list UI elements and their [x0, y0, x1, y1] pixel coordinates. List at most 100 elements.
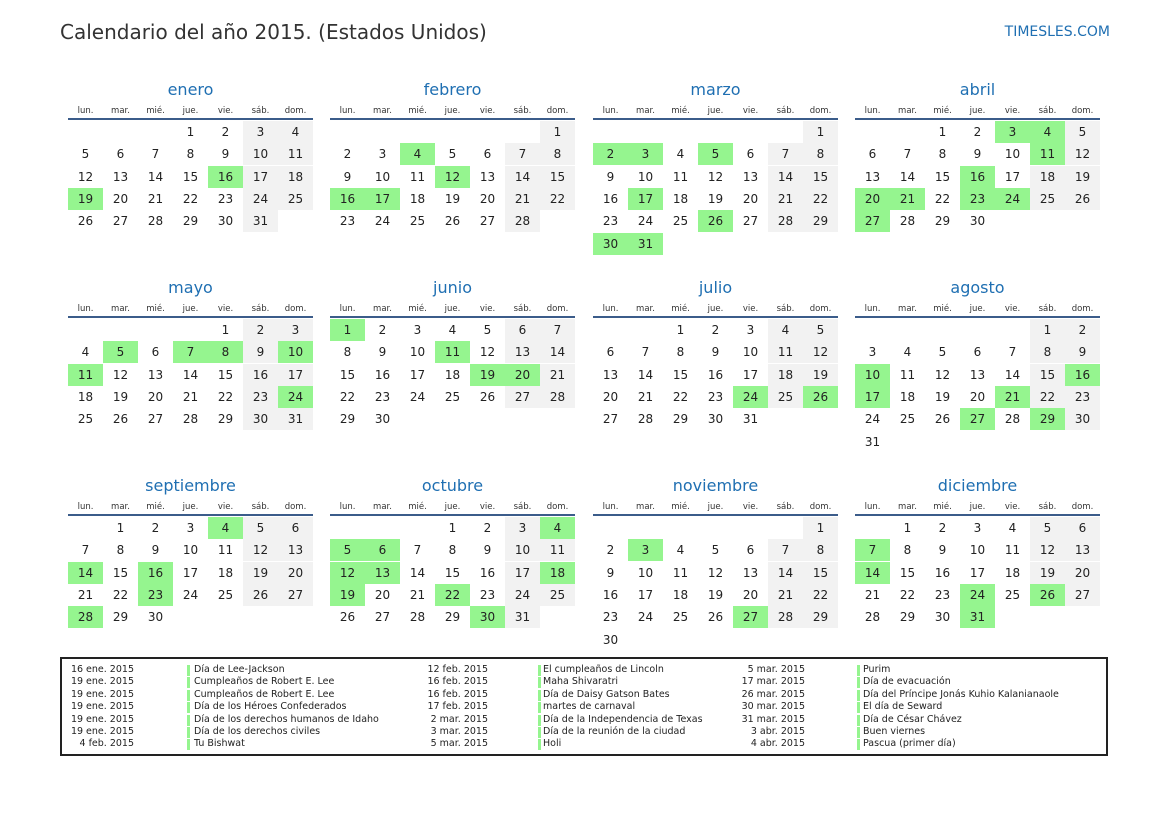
month-rule: [593, 514, 838, 516]
day-header: dom.: [546, 106, 569, 116]
day-cell: 28: [505, 210, 540, 233]
day-cell: 19: [1030, 561, 1065, 584]
day-cell: 22: [112, 587, 129, 602]
day-cell: 15: [217, 367, 234, 382]
day-cell: 31: [742, 412, 759, 427]
holiday-day-cell: 8: [208, 341, 243, 364]
day-cell: 13: [505, 341, 540, 364]
legend-holiday-name: Día de la reunión de la ciudad: [543, 726, 686, 737]
day-cell: 8: [676, 345, 685, 360]
holiday-day-cell: 5: [698, 143, 733, 166]
day-header: mié.: [933, 502, 952, 512]
legend-date: 31 mar. 2015: [741, 713, 805, 725]
legend-date: 5 mar. 2015: [747, 664, 805, 675]
day-cell: 25: [1030, 187, 1065, 210]
month-title: diciembre: [937, 476, 1018, 495]
holiday-day-cell: 28: [68, 606, 103, 629]
day-cell: 5: [711, 543, 720, 558]
day-cell: 4: [676, 147, 685, 162]
day-cell: 15: [182, 169, 199, 184]
holiday-day-cell: 22: [435, 583, 470, 606]
month-title: febrero: [423, 80, 482, 99]
day-cell: 8: [903, 543, 912, 558]
day-cell: 7: [413, 543, 422, 558]
legend-holiday-name: El día de Seward: [863, 701, 943, 713]
day-cell: 17: [278, 363, 313, 386]
site-link[interactable]: TIMESLES.COM: [1004, 24, 1110, 40]
day-cell: 16: [374, 367, 391, 382]
day-header: mié.: [671, 502, 690, 512]
month-title: noviembre: [672, 476, 759, 495]
day-cell: 29: [444, 610, 461, 625]
legend-holiday-name: Maha Shivaratri: [543, 676, 619, 688]
day-cell: 2: [243, 319, 278, 341]
day-cell: 14: [182, 367, 199, 382]
day-cell: 19: [1065, 165, 1100, 188]
day-cell: 13: [969, 367, 986, 382]
day-cell: 20: [742, 191, 759, 206]
day-header: sáb.: [1038, 502, 1057, 512]
holiday-day-cell: 30: [593, 232, 628, 255]
day-cell: 18: [899, 389, 916, 404]
holiday-day-cell: 7: [173, 341, 208, 364]
day-cell: 10: [969, 543, 986, 558]
day-cell: 23: [479, 587, 496, 602]
day-header: sáb.: [251, 502, 270, 512]
day-header: mié.: [408, 106, 427, 116]
holiday-day-cell: 23: [138, 583, 173, 606]
day-cell: 31: [864, 434, 881, 449]
legend-date: 3 mar. 2015: [430, 726, 488, 737]
day-cell: 7: [641, 345, 650, 360]
month-title: marzo: [690, 80, 741, 99]
legend-marker: [538, 727, 541, 738]
day-header: vie.: [479, 502, 496, 512]
page-title: Calendario del año 2015. (Estados Unidos…: [60, 20, 487, 44]
day-header: mar.: [373, 304, 392, 314]
day-cell: 17: [637, 587, 654, 602]
holiday-day-cell: 19: [68, 187, 103, 210]
day-cell: 25: [768, 385, 803, 408]
day-cell: 11: [409, 169, 426, 184]
day-cell: 13: [742, 565, 759, 580]
holiday-day-cell: 11: [435, 341, 470, 364]
day-cell: 2: [938, 521, 947, 535]
day-cell: 11: [672, 565, 689, 580]
day-cell: 5: [243, 517, 278, 539]
legend-date: 19 ene. 2015: [70, 701, 134, 713]
day-cell: 13: [864, 169, 881, 184]
day-cell: 19: [112, 389, 129, 404]
day-cell: 9: [378, 345, 387, 360]
legend-date: 30 mar. 2015: [741, 701, 805, 713]
holiday-day-cell: 18: [540, 561, 575, 584]
holiday-day-cell: 11: [1030, 143, 1065, 166]
day-header: dom.: [809, 502, 832, 512]
day-cell: 22: [217, 389, 234, 404]
day-cell: 22: [182, 191, 199, 206]
day-cell: 6: [973, 345, 982, 360]
legend-marker: [857, 689, 860, 701]
day-cell: 10: [1004, 147, 1021, 162]
day-header: sáb.: [776, 304, 795, 314]
day-cell: 25: [444, 389, 461, 404]
holiday-day-cell: 4: [540, 517, 575, 539]
day-cell: 11: [672, 169, 689, 184]
day-header: lun.: [864, 304, 881, 314]
day-cell: 21: [768, 583, 803, 606]
holiday-day-cell: 2: [593, 143, 628, 166]
holiday-day-cell: 4: [208, 517, 243, 539]
holiday-day-cell: 26: [803, 385, 838, 408]
day-cell: 30: [602, 632, 619, 647]
day-cell: 20: [479, 191, 496, 206]
day-header: lun.: [602, 304, 619, 314]
day-cell: 17: [409, 367, 426, 382]
day-cell: 17: [969, 565, 986, 580]
day-cell: 23: [243, 385, 278, 408]
day-cell: 17: [1004, 169, 1021, 184]
day-cell: 14: [899, 169, 916, 184]
day-header: mar.: [636, 304, 655, 314]
day-header: vie.: [742, 304, 759, 314]
legend-marker: [538, 702, 541, 714]
day-cell: 6: [606, 345, 615, 360]
day-header: jue.: [444, 106, 461, 116]
day-cell: 6: [483, 147, 492, 162]
